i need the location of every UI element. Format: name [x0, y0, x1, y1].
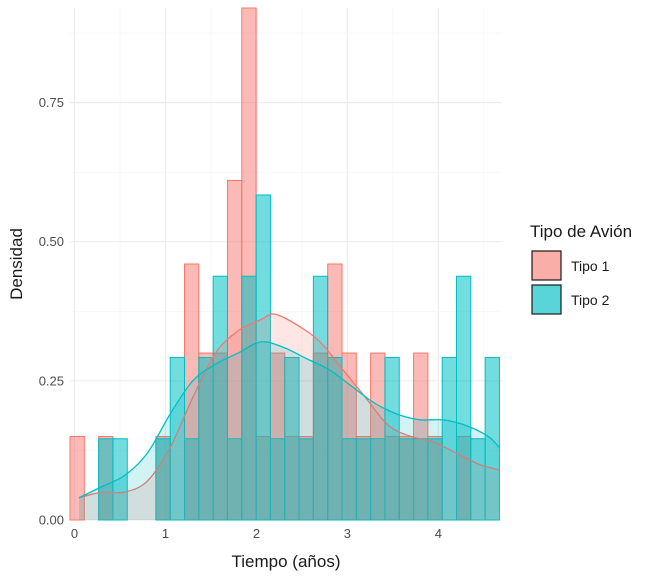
x-tick-label: 0: [71, 526, 78, 541]
y-tick-label: 0.00: [39, 513, 64, 528]
density-line-series-2: [78, 341, 500, 499]
bar-series-2: [212, 275, 228, 521]
density-line-series-1: [78, 313, 500, 499]
density-area-series-2: [79, 341, 500, 520]
x-tick-label: 3: [344, 526, 351, 541]
y-axis-title: Densidad: [7, 228, 26, 300]
bar-series-2: [255, 194, 271, 521]
legend-title: Tipo de Avión: [530, 222, 632, 241]
legend-label: Tipo 1: [571, 258, 610, 274]
legend-item: Tipo 2: [531, 284, 610, 315]
legend-label: Tipo 2: [571, 292, 610, 308]
bar-series-2: [484, 356, 500, 521]
y-tick-label: 0.25: [39, 373, 64, 388]
legend-swatch: [531, 250, 562, 281]
bar-series-1: [69, 436, 85, 521]
density-curves: [78, 313, 500, 520]
density-area-series-1: [79, 313, 500, 520]
legend-swatch: [531, 284, 562, 315]
y-tick-label: 0.50: [39, 234, 64, 249]
x-tick-label: 2: [253, 526, 260, 541]
bars: [69, 7, 500, 521]
legend: Tipo de Avión Tipo 1 Tipo 2: [530, 222, 632, 315]
legend-items: Tipo 1 Tipo 2: [531, 250, 610, 315]
x-tick-label: 4: [435, 526, 442, 541]
x-axis-title: Tiempo (años): [232, 552, 341, 571]
bar-series-2: [112, 438, 128, 521]
y-tick-label: 0.75: [39, 95, 64, 110]
tick-labels: 0 1 2 3 4 0.00 0.25 0.50 0.75: [39, 95, 442, 541]
legend-item: Tipo 1: [531, 250, 610, 281]
x-tick-label: 1: [162, 526, 169, 541]
